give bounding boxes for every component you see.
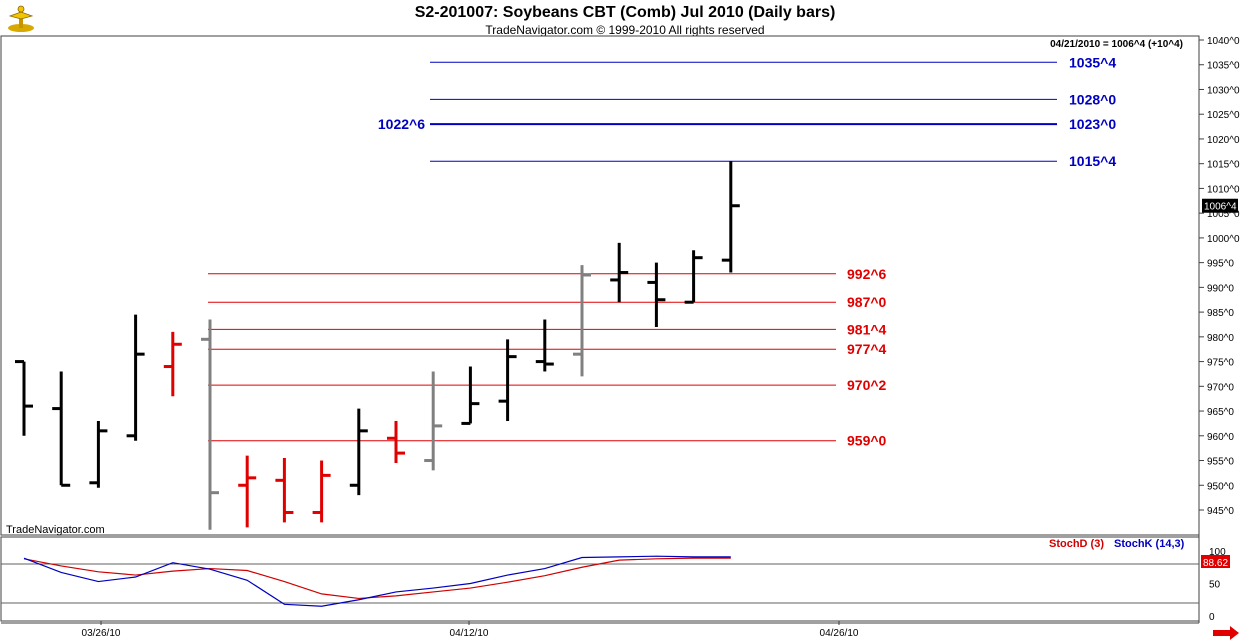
ohlc-bar [610,242,629,303]
support-label: 970^2 [847,377,887,393]
ohlc-bar [52,371,71,487]
chart-title: S2-201007: Soybeans CBT (Comb) Jul 2010 … [414,4,836,21]
ohlc-bar [15,360,33,436]
y-tick-label: 1025^0 [1207,110,1240,121]
ohlc-bar [461,366,480,425]
y-tick-label: 965^0 [1207,407,1234,418]
last-price-label: 1006^4 [1204,202,1237,213]
y-tick-label: 970^0 [1207,382,1234,393]
watermark-text: TradeNavigator.com [6,524,105,536]
ohlc-bar [201,319,219,530]
ohlc-bar [721,161,740,273]
support-label: 987^0 [847,294,887,310]
last-price-marker: 1006^4 [1202,198,1238,213]
y-tick-label: 1005^0 [1207,209,1240,220]
resistance-left-label: 1022^6 [378,116,425,132]
y-tick-label: 950^0 [1207,481,1234,492]
scroll-right-arrow-icon[interactable] [1213,626,1239,640]
resistance-label: 1023^0 [1069,116,1116,132]
ohlc-bar [387,420,405,463]
x-tick-label: 03/26/10 [82,628,121,639]
y-tick-label: 985^0 [1207,308,1234,319]
support-label: 992^6 [847,266,887,282]
resistance-label: 1015^4 [1069,153,1116,169]
ohlc-bar [684,250,703,304]
y-tick-label: 1020^0 [1207,135,1240,146]
y-tick-label: 1035^0 [1207,61,1240,72]
price-y-axis: 945^0 950^0 955^0 960^0 965^0 970^0 975^0 980^0… [1199,36,1240,517]
ohlc-bar [349,408,368,496]
y-tick-label: 1010^0 [1207,184,1240,195]
support-resistance-lines: 1035^4 1028^0 1023^0 1022^6 1015^4 992^6 987^0… [208,54,1116,449]
y-tick-label: 975^0 [1207,358,1234,369]
y-tick-label: 980^0 [1207,333,1234,344]
tradenavigator-logo-icon [6,4,36,34]
resistance-label: 1028^0 [1069,91,1116,107]
y-tick-label: 1015^0 [1207,160,1240,171]
support-label: 959^0 [847,433,887,449]
stoch-last-label: 88.62 [1203,558,1228,569]
chart-header: S2-201007: Soybeans CBT (Comb) Jul 2010 … [0,0,1250,40]
stochastic-panel: 0 50 100 [1,547,1226,623]
date-x-axis: 03/26/10 04/12/10 04/26/10 [82,621,859,639]
status-readout: 04/21/2010 = 1006^4 (+10^4) [1050,39,1183,50]
stoch-y-tick-label: 100 [1209,547,1226,558]
ohlc-bar [573,265,591,377]
price-panel-frame [0,35,1200,536]
ohlc-bar [312,460,331,523]
ohlc-bar [126,314,145,441]
y-tick-label: 1040^0 [1207,36,1240,47]
resistance-label: 1035^4 [1069,54,1116,70]
stochastic-panel-frame [0,536,1200,622]
stochd-legend: StochD (3) [1049,538,1104,550]
stochk-legend: StochK (14,3) [1114,538,1185,550]
stoch-last-marker: 88.62 [1201,555,1230,569]
ohlc-bar [535,319,554,372]
ohlc-bar [498,339,517,421]
y-tick-label: 960^0 [1207,432,1234,443]
ohlc-bar [275,458,294,523]
y-tick-label: 945^0 [1207,506,1234,517]
ohlc-bar [89,420,108,488]
stochk-line [23,555,731,607]
stoch-y-tick-label: 0 [1209,612,1215,623]
stoch-y-tick-label: 50 [1209,580,1221,591]
ohlc-bar [647,262,666,327]
y-tick-label: 990^0 [1207,283,1234,294]
y-tick-label: 1000^0 [1207,234,1240,245]
x-tick-label: 04/12/10 [450,628,489,639]
ohlc-bars [15,161,740,530]
y-tick-label: 955^0 [1207,457,1234,468]
support-label: 977^4 [847,341,887,357]
support-label: 981^4 [847,321,887,337]
ohlc-bar [424,371,443,471]
ohlc-bar [163,331,182,397]
chart-subtitle: TradeNavigator.com © 1999-2010 All right… [485,23,765,37]
y-tick-label: 1030^0 [1207,85,1240,96]
ohlc-bar [238,455,257,528]
y-tick-label: 995^0 [1207,259,1234,270]
x-tick-label: 04/26/10 [820,628,859,639]
